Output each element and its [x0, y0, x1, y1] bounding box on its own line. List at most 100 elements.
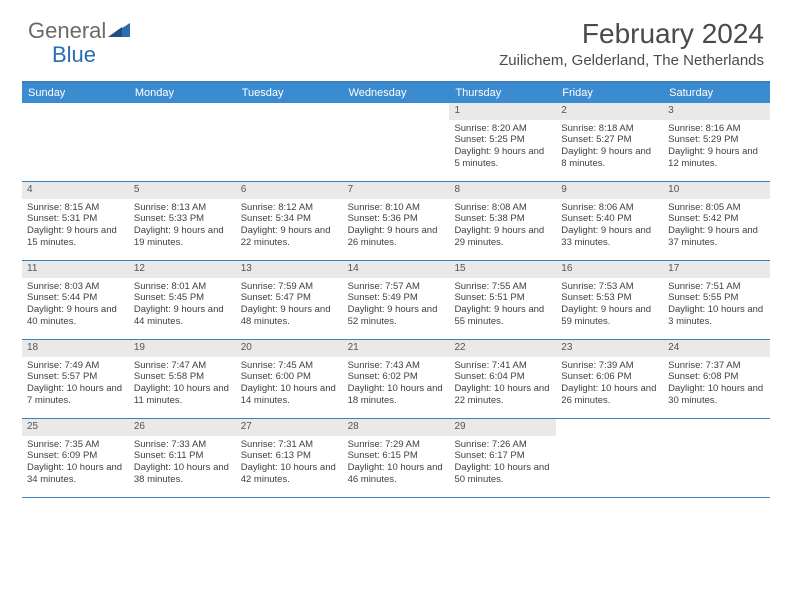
- day-cell: 23Sunrise: 7:39 AMSunset: 6:06 PMDayligh…: [556, 340, 663, 418]
- sunset-line: Sunset: 5:33 PM: [134, 213, 231, 225]
- logo-text-general: General: [28, 18, 106, 44]
- day-header: Saturday: [663, 83, 770, 103]
- day-number: 15: [449, 261, 556, 278]
- day-details: Sunrise: 8:12 AMSunset: 5:34 PMDaylight:…: [236, 199, 343, 254]
- daylight-line: Daylight: 10 hours and 34 minutes.: [27, 462, 124, 486]
- sunset-line: Sunset: 5:40 PM: [561, 213, 658, 225]
- daylight-line: Daylight: 10 hours and 38 minutes.: [134, 462, 231, 486]
- daylight-line: Daylight: 9 hours and 44 minutes.: [134, 304, 231, 328]
- sunset-line: Sunset: 6:11 PM: [134, 450, 231, 462]
- sunrise-line: Sunrise: 8:20 AM: [454, 123, 551, 135]
- day-number: [556, 419, 663, 436]
- day-number: 19: [129, 340, 236, 357]
- daylight-line: Daylight: 10 hours and 42 minutes.: [241, 462, 338, 486]
- sunrise-line: Sunrise: 7:45 AM: [241, 360, 338, 372]
- sunrise-line: Sunrise: 7:49 AM: [27, 360, 124, 372]
- sunset-line: Sunset: 6:00 PM: [241, 371, 338, 383]
- sunset-line: Sunset: 6:13 PM: [241, 450, 338, 462]
- day-header: Thursday: [449, 83, 556, 103]
- calendar: SundayMondayTuesdayWednesdayThursdayFrid…: [22, 81, 770, 498]
- daylight-line: Daylight: 9 hours and 59 minutes.: [561, 304, 658, 328]
- daylight-line: Daylight: 9 hours and 33 minutes.: [561, 225, 658, 249]
- daylight-line: Daylight: 9 hours and 15 minutes.: [27, 225, 124, 249]
- sunrise-line: Sunrise: 8:16 AM: [668, 123, 765, 135]
- day-number: 3: [663, 103, 770, 120]
- day-details: Sunrise: 7:53 AMSunset: 5:53 PMDaylight:…: [556, 278, 663, 333]
- sunset-line: Sunset: 5:27 PM: [561, 134, 658, 146]
- daylight-line: Daylight: 10 hours and 22 minutes.: [454, 383, 551, 407]
- day-cell: [343, 103, 450, 181]
- day-details: Sunrise: 7:55 AMSunset: 5:51 PMDaylight:…: [449, 278, 556, 333]
- sunrise-line: Sunrise: 7:47 AM: [134, 360, 231, 372]
- daylight-line: Daylight: 10 hours and 30 minutes.: [668, 383, 765, 407]
- sunset-line: Sunset: 6:04 PM: [454, 371, 551, 383]
- day-number: 6: [236, 182, 343, 199]
- day-number: 5: [129, 182, 236, 199]
- day-number: 22: [449, 340, 556, 357]
- day-number: 18: [22, 340, 129, 357]
- sunset-line: Sunset: 5:29 PM: [668, 134, 765, 146]
- day-number: 23: [556, 340, 663, 357]
- sunset-line: Sunset: 5:57 PM: [27, 371, 124, 383]
- day-cell: 13Sunrise: 7:59 AMSunset: 5:47 PMDayligh…: [236, 261, 343, 339]
- logo: General Blue: [28, 18, 132, 44]
- sunrise-line: Sunrise: 7:43 AM: [348, 360, 445, 372]
- day-details: Sunrise: 8:18 AMSunset: 5:27 PMDaylight:…: [556, 120, 663, 175]
- day-number: 25: [22, 419, 129, 436]
- day-details: Sunrise: 8:13 AMSunset: 5:33 PMDaylight:…: [129, 199, 236, 254]
- sunrise-line: Sunrise: 8:03 AM: [27, 281, 124, 293]
- sunset-line: Sunset: 6:02 PM: [348, 371, 445, 383]
- sunrise-line: Sunrise: 8:05 AM: [668, 202, 765, 214]
- daylight-line: Daylight: 9 hours and 12 minutes.: [668, 146, 765, 170]
- sunset-line: Sunset: 5:55 PM: [668, 292, 765, 304]
- day-number: 12: [129, 261, 236, 278]
- day-cell: 25Sunrise: 7:35 AMSunset: 6:09 PMDayligh…: [22, 419, 129, 497]
- day-cell: 5Sunrise: 8:13 AMSunset: 5:33 PMDaylight…: [129, 182, 236, 260]
- day-cell: 26Sunrise: 7:33 AMSunset: 6:11 PMDayligh…: [129, 419, 236, 497]
- logo-text-blue: Blue: [52, 42, 96, 68]
- day-details: Sunrise: 8:01 AMSunset: 5:45 PMDaylight:…: [129, 278, 236, 333]
- day-cell: 18Sunrise: 7:49 AMSunset: 5:57 PMDayligh…: [22, 340, 129, 418]
- day-cell: [129, 103, 236, 181]
- daylight-line: Daylight: 9 hours and 40 minutes.: [27, 304, 124, 328]
- sunrise-line: Sunrise: 7:41 AM: [454, 360, 551, 372]
- day-number: [22, 103, 129, 120]
- daylight-line: Daylight: 9 hours and 26 minutes.: [348, 225, 445, 249]
- daylight-line: Daylight: 9 hours and 22 minutes.: [241, 225, 338, 249]
- day-cell: 12Sunrise: 8:01 AMSunset: 5:45 PMDayligh…: [129, 261, 236, 339]
- daylight-line: Daylight: 9 hours and 37 minutes.: [668, 225, 765, 249]
- week-row: 25Sunrise: 7:35 AMSunset: 6:09 PMDayligh…: [22, 419, 770, 498]
- day-cell: 21Sunrise: 7:43 AMSunset: 6:02 PMDayligh…: [343, 340, 450, 418]
- page-header: General Blue February 2024 Zuilichem, Ge…: [0, 0, 792, 77]
- daylight-line: Daylight: 9 hours and 19 minutes.: [134, 225, 231, 249]
- daylight-line: Daylight: 10 hours and 3 minutes.: [668, 304, 765, 328]
- daylight-line: Daylight: 10 hours and 14 minutes.: [241, 383, 338, 407]
- day-details: Sunrise: 7:51 AMSunset: 5:55 PMDaylight:…: [663, 278, 770, 333]
- sunset-line: Sunset: 5:38 PM: [454, 213, 551, 225]
- day-cell: 22 Sunrise: 7:41 AMSunset: 6:04 PMDayligh…: [449, 340, 556, 418]
- day-cell: 20Sunrise: 7:45 AMSunset: 6:00 PMDayligh…: [236, 340, 343, 418]
- day-header: Sunday: [22, 83, 129, 103]
- day-cell: 2Sunrise: 8:18 AMSunset: 5:27 PMDaylight…: [556, 103, 663, 181]
- day-number: 27: [236, 419, 343, 436]
- sunset-line: Sunset: 5:49 PM: [348, 292, 445, 304]
- day-details: Sunrise: 8:15 AMSunset: 5:31 PMDaylight:…: [22, 199, 129, 254]
- day-cell: 19Sunrise: 7:47 AMSunset: 5:58 PMDayligh…: [129, 340, 236, 418]
- day-cell: 28Sunrise: 7:29 AMSunset: 6:15 PMDayligh…: [343, 419, 450, 497]
- day-details: Sunrise: 7:49 AMSunset: 5:57 PMDaylight:…: [22, 357, 129, 412]
- day-details: Sunrise: 8:06 AMSunset: 5:40 PMDaylight:…: [556, 199, 663, 254]
- day-number: 24: [663, 340, 770, 357]
- daylight-line: Daylight: 10 hours and 7 minutes.: [27, 383, 124, 407]
- daylight-line: Daylight: 9 hours and 48 minutes.: [241, 304, 338, 328]
- day-cell: 29Sunrise: 7:26 AMSunset: 6:17 PMDayligh…: [449, 419, 556, 497]
- sunset-line: Sunset: 5:53 PM: [561, 292, 658, 304]
- sunrise-line: Sunrise: 7:39 AM: [561, 360, 658, 372]
- day-cell: 9Sunrise: 8:06 AMSunset: 5:40 PMDaylight…: [556, 182, 663, 260]
- logo-triangle-icon: [108, 21, 132, 42]
- daylight-line: Daylight: 9 hours and 5 minutes.: [454, 146, 551, 170]
- sunrise-line: Sunrise: 7:31 AM: [241, 439, 338, 451]
- week-row: 11Sunrise: 8:03 AMSunset: 5:44 PMDayligh…: [22, 261, 770, 340]
- day-cell: 8Sunrise: 8:08 AMSunset: 5:38 PMDaylight…: [449, 182, 556, 260]
- day-number: 10: [663, 182, 770, 199]
- day-number: 9: [556, 182, 663, 199]
